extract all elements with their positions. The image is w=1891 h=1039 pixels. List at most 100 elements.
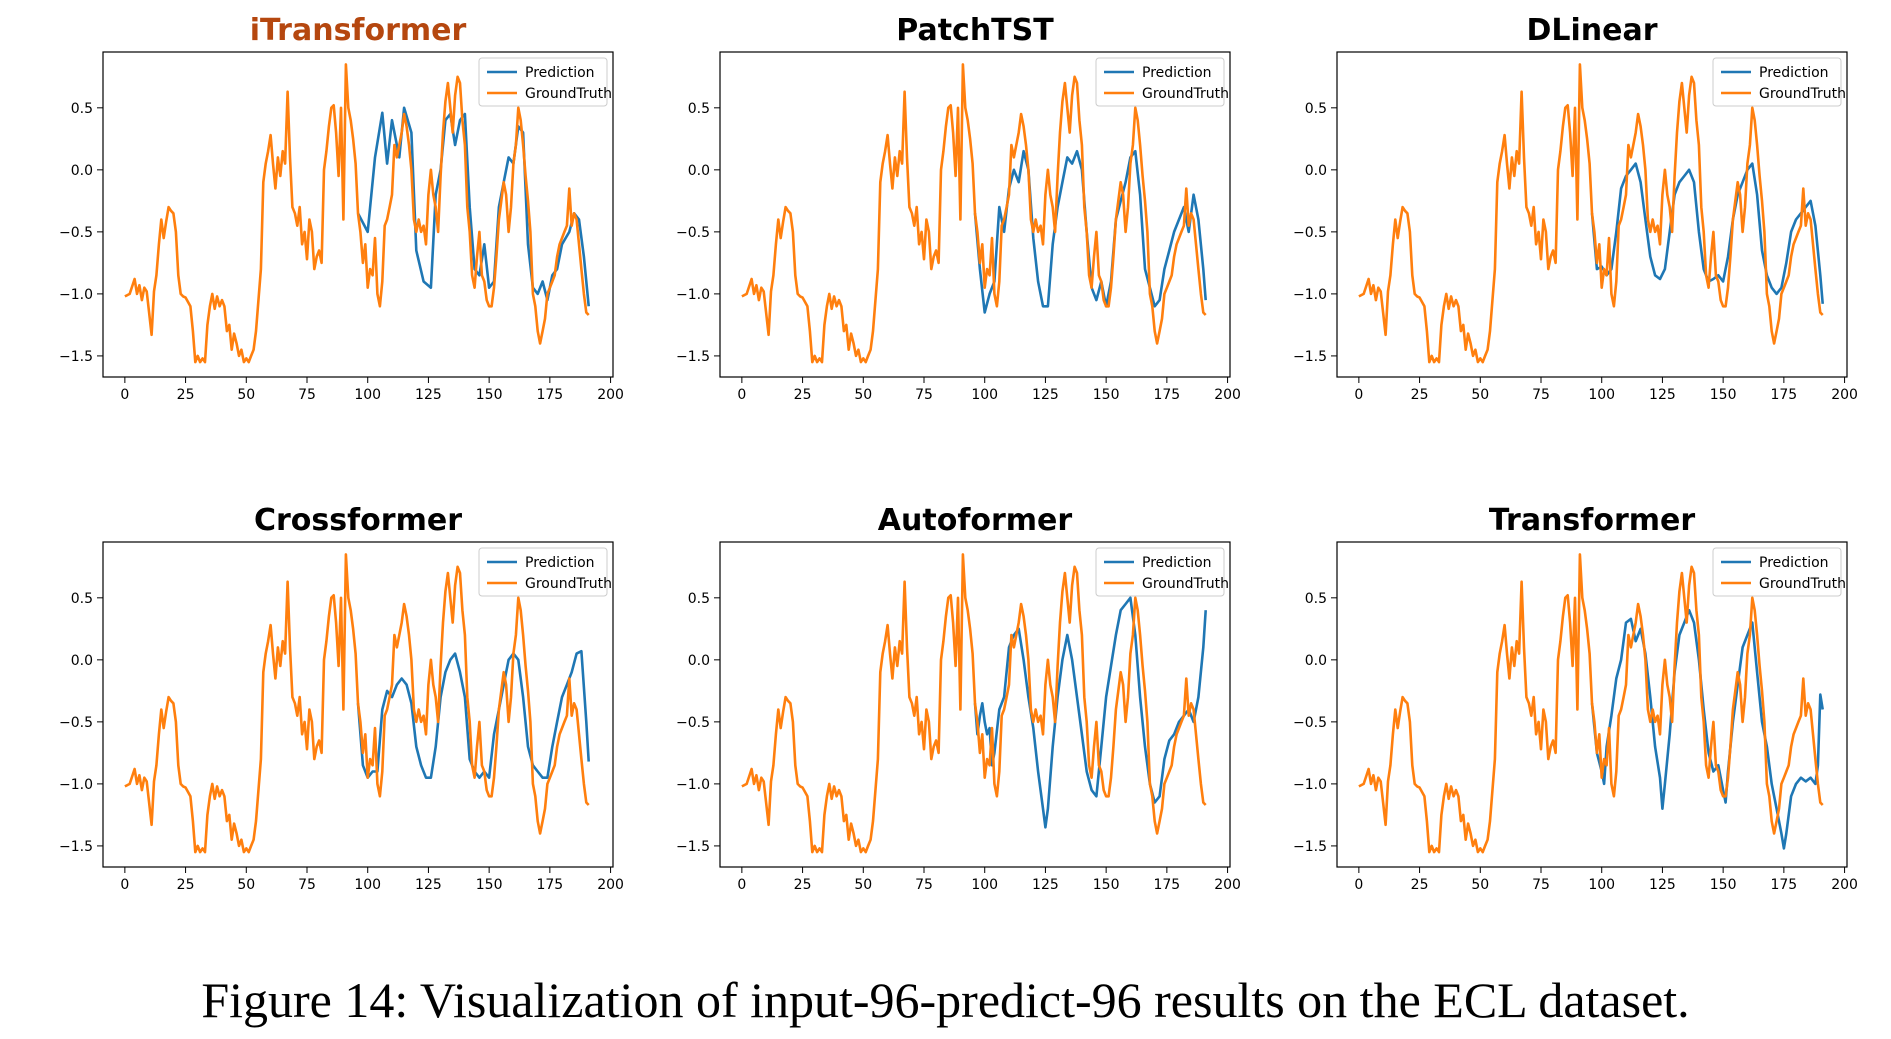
x-tick-label: 175 (536, 877, 563, 893)
x-tick-label: 50 (1471, 387, 1489, 403)
y-tick-label: 0.5 (688, 101, 710, 117)
ground-truth-line (741, 63, 1207, 364)
x-tick-label: 50 (237, 387, 255, 403)
x-tick-label: 100 (1588, 387, 1615, 403)
y-tick-label: 0.0 (688, 163, 710, 179)
y-tick-label: −1.0 (59, 287, 93, 303)
y-tick-label: −1.0 (1293, 777, 1327, 793)
chart-dlinear: DLinear 0 25 50 75 100 125 150 175 200 0.5 0.0 −0.5 −… (1293, 13, 1858, 403)
ground-truth-line (1358, 63, 1824, 364)
plot-frame (1336, 51, 1848, 378)
x-tick-label: 175 (1153, 877, 1180, 893)
plot-frame (719, 51, 1231, 378)
chart-crossformer: Crossformer 0 25 50 75 100 125 150 175 200 0.5 0.0 −… (59, 503, 624, 893)
plot-frame (1336, 541, 1848, 868)
ground-truth-line (124, 63, 590, 364)
y-tick-label: −1.5 (59, 349, 93, 365)
x-tick-label: 150 (1093, 877, 1120, 893)
x-tick-label: 75 (298, 387, 316, 403)
y-tick-label: 0.0 (71, 653, 93, 669)
x-tick-label: 0 (1354, 387, 1363, 403)
plot-frame (719, 541, 1231, 868)
chart-title: PatchTST (896, 13, 1054, 48)
figure-caption: Figure 14: Visualization of input-96-pre… (201, 972, 1690, 1028)
series-lines (124, 63, 590, 364)
y-tick-label: 0.5 (71, 591, 93, 607)
x-tick-label: 0 (737, 387, 746, 403)
x-tick-label: 50 (854, 877, 872, 893)
series-lines (741, 553, 1207, 854)
chart-transformer: Transformer 0 25 50 75 100 125 150 175 200 0.5 0.0 −… (1293, 503, 1858, 893)
x-tick-label: 75 (1532, 387, 1550, 403)
legend: Prediction GroundTruth (1095, 547, 1229, 597)
x-tick-label: 175 (1770, 387, 1797, 403)
y-tick-label: −0.5 (59, 715, 93, 731)
x-tick-label: 125 (415, 877, 442, 893)
y-tick-label: 0.0 (71, 163, 93, 179)
ground-truth-line (741, 553, 1207, 854)
x-tick-label: 150 (476, 387, 503, 403)
x-tick-label: 75 (915, 387, 933, 403)
x-tick-label: 100 (354, 387, 381, 403)
x-tick-label: 75 (298, 877, 316, 893)
y-tick-label: −1.0 (676, 287, 710, 303)
x-tick-label: 150 (1710, 387, 1737, 403)
series-lines (1358, 553, 1824, 854)
chart-title: DLinear (1526, 13, 1657, 48)
y-tick-label: 0.0 (1305, 163, 1327, 179)
x-tick-label: 75 (915, 877, 933, 893)
legend: Prediction GroundTruth (1712, 547, 1846, 597)
x-tick-label: 125 (1032, 387, 1059, 403)
legend-prediction-label: Prediction (1142, 65, 1212, 81)
legend-prediction-label: Prediction (525, 65, 595, 81)
x-tick-label: 200 (1831, 387, 1858, 403)
x-tick-label: 100 (971, 877, 998, 893)
x-tick-label: 100 (354, 877, 381, 893)
x-tick-label: 200 (1831, 877, 1858, 893)
y-tick-label: −0.5 (1293, 225, 1327, 241)
x-tick-label: 125 (1649, 877, 1676, 893)
series-lines (124, 553, 590, 854)
plot-frame (102, 51, 614, 378)
chart-title: Transformer (1489, 503, 1695, 538)
x-tick-label: 25 (794, 877, 812, 893)
legend-groundtruth-label: GroundTruth (525, 86, 612, 102)
x-tick-label: 0 (1354, 877, 1363, 893)
y-tick-label: −0.5 (59, 225, 93, 241)
x-tick-label: 100 (1588, 877, 1615, 893)
legend-groundtruth-label: GroundTruth (1142, 576, 1229, 592)
y-tick-label: 0.5 (688, 591, 710, 607)
x-tick-label: 125 (1032, 877, 1059, 893)
y-tick-label: −1.5 (676, 349, 710, 365)
ground-truth-line (1358, 553, 1824, 854)
y-tick-label: −0.5 (1293, 715, 1327, 731)
chart-title: iTransformer (250, 13, 467, 48)
x-tick-label: 25 (177, 877, 195, 893)
y-tick-label: −1.5 (59, 839, 93, 855)
x-tick-label: 50 (237, 877, 255, 893)
x-tick-label: 25 (177, 387, 195, 403)
y-tick-label: 0.0 (1305, 653, 1327, 669)
y-tick-label: 0.5 (1305, 591, 1327, 607)
legend: Prediction GroundTruth (1095, 57, 1229, 107)
y-tick-label: 0.0 (688, 653, 710, 669)
x-tick-label: 175 (536, 387, 563, 403)
chart-patchtst: PatchTST 0 25 50 75 100 125 150 175 200 0.5 0.0 −0.5… (676, 13, 1241, 403)
legend-groundtruth-label: GroundTruth (1759, 86, 1846, 102)
x-tick-label: 0 (737, 877, 746, 893)
prediction-line (973, 596, 1207, 829)
y-tick-label: 0.5 (1305, 101, 1327, 117)
series-lines (1358, 63, 1824, 364)
x-tick-label: 25 (1411, 877, 1429, 893)
x-tick-label: 50 (1471, 877, 1489, 893)
legend-prediction-label: Prediction (1759, 65, 1829, 81)
ground-truth-line (124, 553, 590, 854)
y-tick-label: −1.5 (1293, 349, 1327, 365)
x-tick-label: 150 (1710, 877, 1737, 893)
legend-prediction-label: Prediction (525, 555, 595, 571)
legend-groundtruth-label: GroundTruth (1759, 576, 1846, 592)
legend-prediction-label: Prediction (1759, 555, 1829, 571)
legend-groundtruth-label: GroundTruth (525, 576, 612, 592)
x-tick-label: 100 (971, 387, 998, 403)
x-tick-label: 150 (1093, 387, 1120, 403)
